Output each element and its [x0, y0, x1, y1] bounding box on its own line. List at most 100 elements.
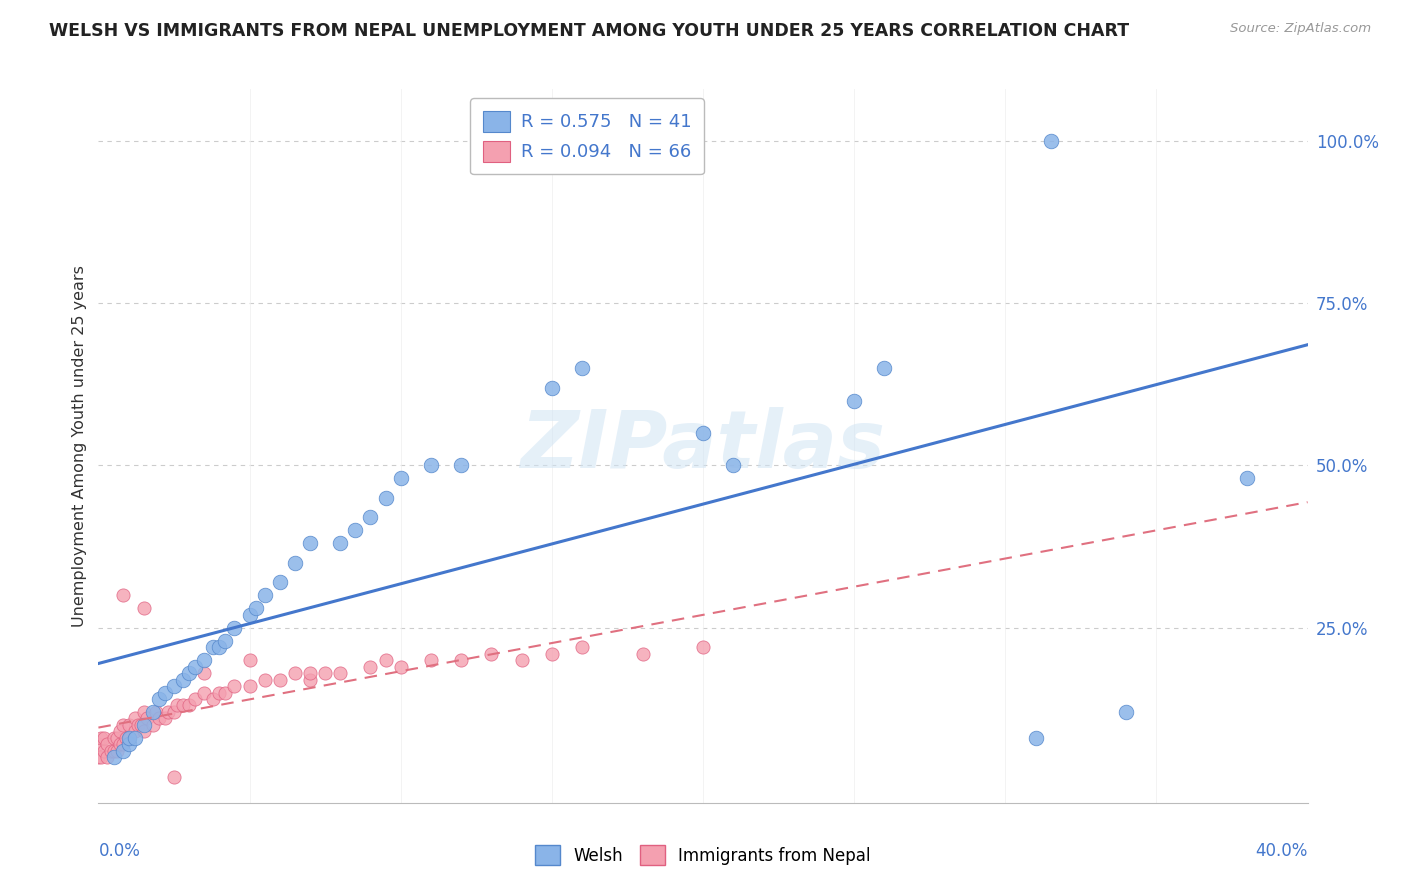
- Point: [132, 718, 155, 732]
- Point: [284, 666, 307, 681]
- Point: [111, 738, 134, 752]
- Point: [253, 588, 276, 602]
- Point: [90, 731, 112, 745]
- Point: [145, 705, 167, 719]
- Point: [239, 607, 262, 622]
- Point: [93, 731, 115, 745]
- Point: [108, 738, 131, 752]
- Point: [118, 731, 141, 745]
- Point: [142, 718, 165, 732]
- Point: [540, 381, 562, 395]
- Point: [253, 673, 276, 687]
- Point: [245, 601, 267, 615]
- Point: [118, 718, 141, 732]
- Point: [124, 731, 146, 745]
- Legend: R = 0.575   N = 41, R = 0.094   N = 66: R = 0.575 N = 41, R = 0.094 N = 66: [470, 98, 704, 174]
- Point: [96, 738, 118, 752]
- Point: [571, 361, 593, 376]
- Point: [163, 679, 186, 693]
- Point: [269, 575, 291, 590]
- Point: [450, 653, 472, 667]
- Point: [172, 698, 194, 713]
- Point: [374, 491, 396, 505]
- Point: [96, 750, 118, 764]
- Point: [142, 705, 165, 719]
- Point: [214, 685, 236, 699]
- Point: [118, 738, 141, 752]
- Point: [129, 718, 152, 732]
- Point: [103, 750, 125, 764]
- Y-axis label: Unemployment Among Youth under 25 years: Unemployment Among Youth under 25 years: [72, 265, 87, 627]
- Text: ZIPatlas: ZIPatlas: [520, 407, 886, 485]
- Point: [299, 673, 322, 687]
- Point: [360, 510, 382, 524]
- Point: [111, 744, 134, 758]
- Text: 0.0%: 0.0%: [98, 842, 141, 860]
- Point: [87, 750, 110, 764]
- Point: [420, 653, 443, 667]
- Point: [179, 666, 201, 681]
- Point: [179, 698, 201, 713]
- Point: [127, 718, 149, 732]
- Point: [114, 731, 136, 745]
- Point: [148, 711, 170, 725]
- Point: [153, 685, 176, 699]
- Point: [184, 692, 207, 706]
- Point: [193, 666, 215, 681]
- Point: [166, 698, 188, 713]
- Point: [208, 640, 231, 654]
- Point: [420, 458, 443, 473]
- Point: [571, 640, 593, 654]
- Point: [103, 744, 125, 758]
- Point: [208, 685, 231, 699]
- Text: WELSH VS IMMIGRANTS FROM NEPAL UNEMPLOYMENT AMONG YOUTH UNDER 25 YEARS CORRELATI: WELSH VS IMMIGRANTS FROM NEPAL UNEMPLOYM…: [49, 22, 1129, 40]
- Point: [481, 647, 503, 661]
- Point: [163, 770, 186, 784]
- Point: [87, 738, 110, 752]
- Point: [153, 711, 176, 725]
- Point: [510, 653, 533, 667]
- Point: [93, 744, 115, 758]
- Point: [314, 666, 336, 681]
- Point: [111, 718, 134, 732]
- Point: [389, 471, 412, 485]
- Point: [1039, 134, 1062, 148]
- Point: [172, 673, 194, 687]
- Point: [374, 653, 396, 667]
- Point: [692, 640, 714, 654]
- Point: [239, 653, 262, 667]
- Point: [132, 724, 155, 739]
- Point: [239, 679, 262, 693]
- Point: [873, 361, 896, 376]
- Point: [224, 621, 246, 635]
- Point: [692, 425, 714, 440]
- Point: [284, 556, 307, 570]
- Point: [1115, 705, 1137, 719]
- Point: [360, 659, 382, 673]
- Point: [118, 731, 141, 745]
- Point: [100, 744, 122, 758]
- Point: [344, 524, 367, 538]
- Point: [844, 393, 866, 408]
- Point: [202, 640, 225, 654]
- Point: [299, 536, 322, 550]
- Point: [105, 744, 128, 758]
- Point: [156, 705, 179, 719]
- Point: [269, 673, 291, 687]
- Text: 40.0%: 40.0%: [1256, 842, 1308, 860]
- Point: [299, 666, 322, 681]
- Point: [1236, 471, 1258, 485]
- Point: [135, 711, 157, 725]
- Point: [214, 633, 236, 648]
- Point: [105, 731, 128, 745]
- Point: [193, 685, 215, 699]
- Point: [224, 679, 246, 693]
- Point: [540, 647, 562, 661]
- Text: Source: ZipAtlas.com: Source: ZipAtlas.com: [1230, 22, 1371, 36]
- Legend: Welsh, Immigrants from Nepal: Welsh, Immigrants from Nepal: [527, 837, 879, 873]
- Point: [132, 601, 155, 615]
- Point: [450, 458, 472, 473]
- Point: [103, 731, 125, 745]
- Point: [124, 711, 146, 725]
- Point: [389, 659, 412, 673]
